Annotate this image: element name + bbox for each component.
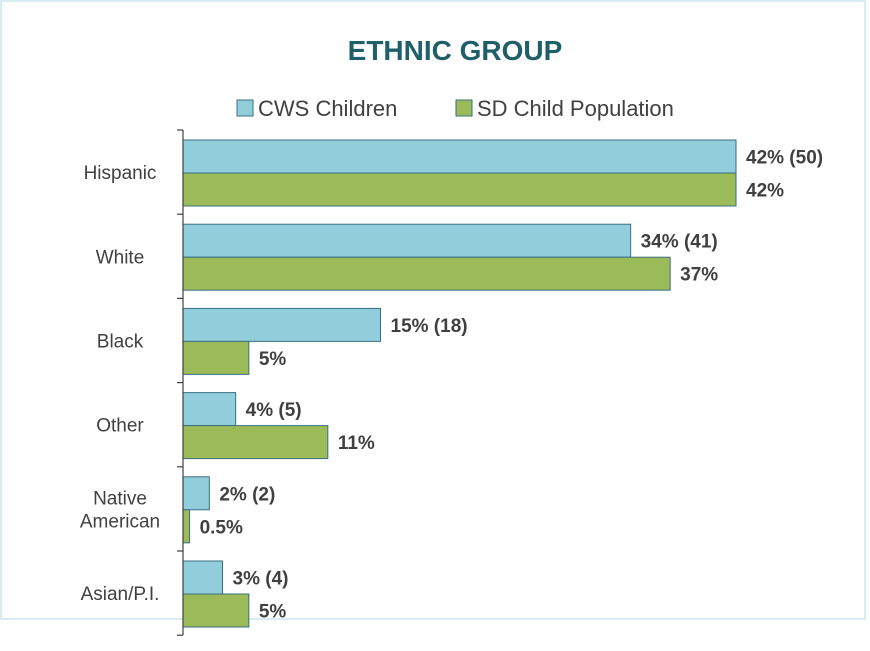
category-label-black: Black [97,332,144,353]
data-label-other-sd-child-population: 11% [338,433,375,454]
bar-group [182,139,737,628]
data-label-black-cws-children: 15% (18) [391,316,468,337]
bar-black-cws-children [182,307,381,342]
bar-native-american-cws-children [182,476,210,511]
bar-native-american-sd-child-population [182,509,191,544]
bar-white-cws-children [182,223,632,258]
legend-swatch-sd-child-population [455,99,473,117]
bar-black-sd-child-population [182,340,250,375]
bar-other-cws-children [182,392,237,427]
data-labels: 42% (50) 42% 34% (41) 37% 15% (18) 5% 4% (5) 11… [200,148,824,623]
chart-title: ETHNIC GROUP [348,35,563,66]
category-axis [177,129,184,636]
data-label-hispanic-sd-child-population: 42% [746,181,784,202]
data-label-hispanic-cws-children: 42% (50) [746,148,823,169]
data-label-asian-p-i-sd-child-population: 5% [259,602,287,623]
data-label-white-cws-children: 34% (41) [641,232,718,253]
bar-white-sd-child-population [182,256,671,291]
bar-asian-p-i-cws-children [182,560,223,595]
category-label-native-american: Native [93,488,147,509]
category-label-native-american: American [80,511,160,532]
legend: CWS Children SD Child Population [236,96,674,121]
bar-other-sd-child-population [182,425,329,460]
bar-asian-p-i-sd-child-population [182,593,250,628]
legend-label-sd-child-population: SD Child Population [477,96,674,121]
data-label-white-sd-child-population: 37% [680,265,718,286]
category-label-white: White [96,247,145,268]
chart-frame [0,0,866,620]
data-label-native-american-cws-children: 2% (2) [219,484,275,505]
data-label-other-cws-children: 4% (5) [246,400,302,421]
legend-swatch-cws-children [236,99,254,117]
legend-label-cws-children: CWS Children [258,96,397,121]
category-label-other: Other [96,416,144,437]
category-label-hispanic: Hispanic [84,163,157,184]
bar-hispanic-sd-child-population [182,172,737,207]
data-label-asian-p-i-cws-children: 3% (4) [233,569,289,590]
bar-hispanic-cws-children [182,139,737,174]
data-label-native-american-sd-child-population: 0.5% [200,517,243,538]
category-label-asian-p-i: Asian/P.I. [81,584,160,605]
data-label-black-sd-child-population: 5% [259,349,287,370]
